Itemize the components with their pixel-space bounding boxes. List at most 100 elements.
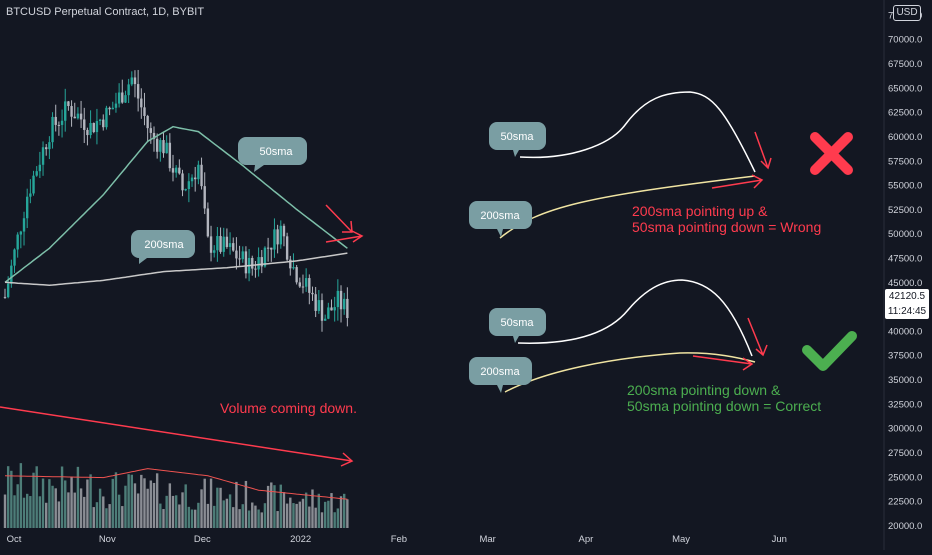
volume-bar bbox=[108, 504, 111, 528]
wrong-sma200-label: 200sma bbox=[480, 210, 520, 222]
chart-title: BTCUSD Perpetual Contract, 1D, BYBIT bbox=[6, 6, 205, 18]
candle-body bbox=[114, 103, 118, 108]
candle-body bbox=[241, 251, 244, 260]
price-tick-label: 22500.0 bbox=[888, 497, 922, 508]
candle-body bbox=[273, 229, 276, 250]
candle-body bbox=[320, 300, 324, 321]
volume-bar bbox=[232, 507, 235, 528]
price-tick-label: 20000.0 bbox=[888, 521, 922, 532]
volume-note: Volume coming down. bbox=[220, 400, 357, 416]
volume-bar bbox=[197, 502, 200, 528]
volume-bar bbox=[105, 508, 108, 528]
candle-body bbox=[270, 247, 273, 250]
candle-body bbox=[194, 177, 197, 180]
volume-bar bbox=[289, 497, 292, 528]
price-tick-label: 35000.0 bbox=[888, 375, 922, 386]
volume-bar bbox=[314, 507, 317, 528]
candle-body bbox=[289, 259, 292, 269]
volume-bar bbox=[162, 509, 165, 528]
volume-bar bbox=[10, 470, 13, 528]
candle-body bbox=[3, 296, 7, 298]
volume-bar bbox=[260, 512, 263, 528]
volume-bar bbox=[247, 510, 251, 528]
candle-body bbox=[130, 77, 133, 85]
candle-body bbox=[67, 101, 70, 107]
candle-body bbox=[89, 122, 92, 136]
volume-bar bbox=[92, 507, 95, 528]
correct-sma200-bubble: 200sma bbox=[469, 357, 532, 393]
candle-body bbox=[143, 107, 146, 116]
candle-body bbox=[197, 164, 200, 180]
correct-sma200-curve bbox=[504, 352, 756, 393]
price-tick-label: 32500.0 bbox=[888, 399, 922, 410]
candle-body bbox=[304, 278, 308, 287]
candle-body bbox=[235, 250, 238, 259]
candle-body bbox=[181, 173, 184, 191]
volume-arrowhead bbox=[340, 452, 354, 467]
volume-bar bbox=[124, 485, 127, 528]
volume-bar bbox=[45, 502, 48, 528]
volume-bar bbox=[16, 484, 19, 528]
candle-body bbox=[45, 147, 48, 150]
candle-body bbox=[60, 120, 64, 125]
volume-bar bbox=[178, 504, 181, 528]
price-tick-label: 57500.0 bbox=[888, 156, 922, 167]
currency-badge[interactable]: USD bbox=[893, 5, 921, 21]
volume-bar bbox=[339, 496, 343, 528]
volume-bar bbox=[187, 506, 191, 528]
candle-body bbox=[136, 84, 140, 99]
price-axis[interactable]: 20000.0 22500.0 25000.0 27500.0 30000.0 32500… bbox=[888, 10, 922, 531]
volume-bar bbox=[143, 478, 146, 528]
candle-body bbox=[108, 107, 111, 110]
volume-bar bbox=[136, 493, 140, 528]
candle-body bbox=[38, 164, 42, 172]
correct-sma200-arrow bbox=[692, 355, 754, 371]
volume-bar bbox=[194, 509, 197, 528]
volume-bar bbox=[133, 483, 137, 528]
candle-body bbox=[105, 107, 108, 128]
volume-bar bbox=[206, 503, 210, 528]
volume-bar bbox=[213, 505, 216, 528]
time-tick-label: Mar bbox=[479, 534, 495, 545]
candle-body bbox=[140, 98, 143, 108]
price-tick-label: 52500.0 bbox=[888, 205, 922, 216]
sma200-bubble: 200sma bbox=[131, 230, 195, 264]
candle-body bbox=[187, 181, 191, 190]
candle-body bbox=[162, 140, 165, 154]
candle-body bbox=[73, 116, 76, 119]
candle-body bbox=[32, 175, 35, 194]
time-tick-label: May bbox=[672, 534, 690, 545]
volume-bar bbox=[304, 492, 308, 528]
volume-bar bbox=[216, 487, 219, 528]
volume-bar bbox=[140, 474, 143, 528]
time-axis[interactable]: Oct Nov Dec 2022 Feb Mar Apr May Jun bbox=[7, 534, 787, 545]
candle-body bbox=[54, 116, 57, 125]
volume-bar bbox=[171, 495, 175, 528]
last-price-tag: 42120.5 11:24:45 bbox=[885, 289, 929, 319]
candle-body bbox=[35, 171, 38, 176]
volume-bar bbox=[292, 503, 295, 528]
candle-body bbox=[29, 193, 32, 197]
volume-bar bbox=[295, 503, 298, 528]
candle-body bbox=[285, 236, 289, 260]
wrong-sma50-label: 50sma bbox=[500, 131, 534, 143]
candle-body bbox=[323, 318, 327, 321]
volume-bar bbox=[73, 492, 76, 528]
correct-sma200-label: 200sma bbox=[480, 366, 520, 378]
volume-bar bbox=[121, 506, 124, 528]
candle-body bbox=[13, 249, 16, 266]
volume-bar bbox=[301, 498, 305, 528]
candle-body bbox=[16, 234, 19, 250]
candle-body bbox=[190, 177, 194, 182]
candle-body bbox=[342, 298, 346, 310]
volume-bar bbox=[308, 506, 311, 528]
candle-body bbox=[298, 282, 302, 287]
price-tick-label: 30000.0 bbox=[888, 424, 922, 435]
candle-body bbox=[149, 128, 153, 133]
volume-bar bbox=[244, 480, 248, 528]
candle-body bbox=[92, 122, 95, 133]
bar-countdown: 11:24:45 bbox=[887, 306, 927, 317]
volume-bar bbox=[152, 482, 156, 528]
volume-bar bbox=[95, 502, 99, 528]
